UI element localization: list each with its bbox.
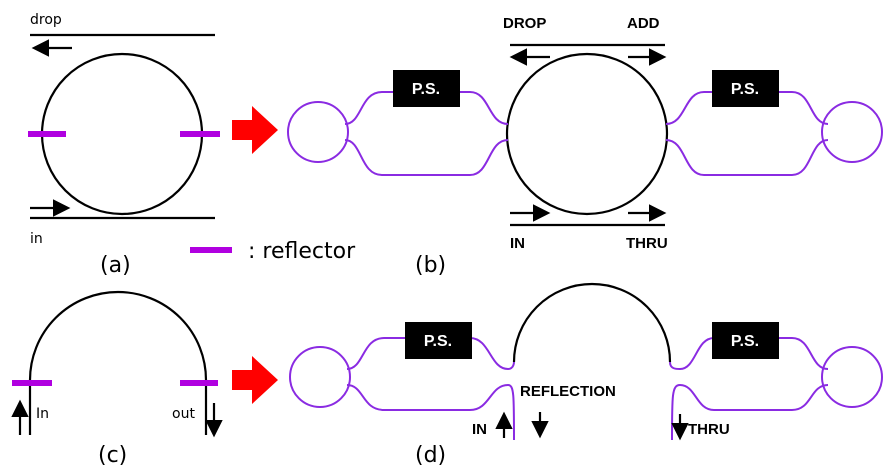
transform-arrow <box>232 106 278 154</box>
phase-shifter <box>712 322 779 359</box>
label: THRU <box>626 235 668 252</box>
mzi-arm <box>344 139 509 176</box>
ps-label: P.S. <box>412 81 440 98</box>
label: DROP <box>503 15 546 32</box>
panel-b: P.S. P.S. DROP ADD IN THRU (b) <box>287 15 883 278</box>
phase-shifter <box>393 70 460 107</box>
panel-label: (c) <box>98 443 127 468</box>
label: IN <box>510 235 525 252</box>
panel-c: In out (c) <box>11 290 223 468</box>
mzi-arm <box>346 383 515 441</box>
label: drop <box>30 12 62 28</box>
label: THRU <box>688 421 730 438</box>
label: in <box>30 231 43 247</box>
mzi-arm <box>669 337 829 371</box>
label: IN <box>472 421 487 438</box>
label: REFLECTION <box>520 383 616 400</box>
legend-label: : reflector <box>248 239 356 264</box>
label: out <box>172 406 195 422</box>
label: In <box>36 406 49 422</box>
panel-label: (a) <box>100 253 131 278</box>
mzi-arm <box>346 337 515 371</box>
mzi-arm <box>671 383 829 441</box>
transform-arrow <box>232 356 278 404</box>
loop-mirror <box>821 101 883 163</box>
ps-label: P.S. <box>424 333 452 350</box>
half-ring <box>28 290 208 435</box>
panel-label: (b) <box>415 253 446 278</box>
loop-mirror <box>287 101 349 163</box>
panel-a: drop in (a) <box>28 12 220 278</box>
phase-shifter <box>712 70 779 107</box>
half-ring <box>512 282 672 363</box>
ps-label: P.S. <box>731 333 759 350</box>
label: ADD <box>627 15 660 32</box>
loop-mirror <box>289 346 351 408</box>
ring <box>505 52 669 216</box>
ps-label: P.S. <box>731 81 759 98</box>
mzi-arm <box>665 139 829 176</box>
loop-mirror <box>821 346 883 408</box>
panel-label: (d) <box>415 443 446 468</box>
phase-shifter <box>405 322 472 359</box>
panel-d: P.S. P.S. REFLECTION IN THRU (d) <box>289 282 883 468</box>
